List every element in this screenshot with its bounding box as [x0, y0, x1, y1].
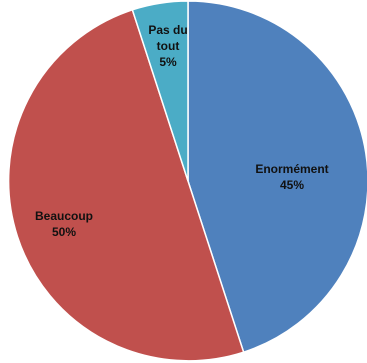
slice-value-enorm-ment: 45% [280, 178, 304, 192]
slice-name-pas-du-tout: Pas du [148, 23, 187, 37]
slice-name-enorm-ment: Enormément [255, 162, 328, 176]
slice-name-beaucoup: Beaucoup [35, 209, 93, 223]
slice-name-pas-du-tout: tout [157, 39, 180, 53]
slice-value-beaucoup: 50% [52, 225, 76, 239]
slice-value-pas-du-tout: 5% [159, 55, 177, 69]
